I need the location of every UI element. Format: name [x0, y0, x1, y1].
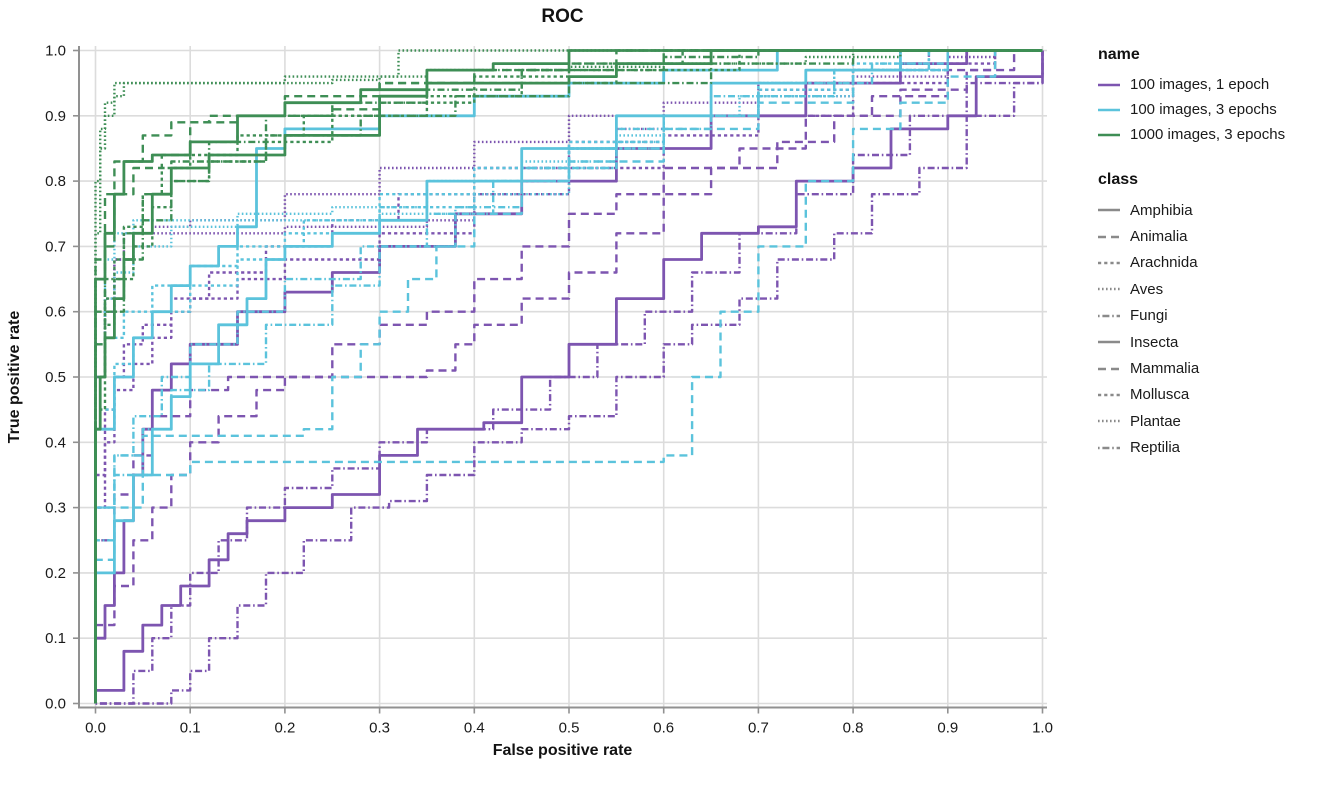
legend-item: Aves — [1098, 276, 1334, 302]
chart-title: ROC — [541, 6, 584, 27]
y-tick-label: 0.6 — [45, 304, 66, 321]
y-tick-label: 0.7 — [45, 238, 66, 255]
legend-class-section: class Amphibia Animalia Arachnida Aves Fungi… — [1098, 171, 1334, 461]
roc-curve — [94, 49, 1043, 704]
y-axis-title: True positive rate — [6, 310, 23, 444]
legend-swatch-line-icon — [1098, 107, 1120, 113]
legend-item: Amphibia — [1098, 197, 1334, 223]
roc-curve — [94, 49, 1043, 704]
legend-item: 100 images, 3 epochs — [1098, 97, 1334, 122]
legend-item: Plantae — [1098, 408, 1334, 434]
legend-item-label: Amphibia — [1130, 201, 1193, 219]
y-tick-label: 0.4 — [45, 434, 66, 451]
y-tick-label: 1.0 — [45, 43, 66, 60]
x-tick-label: 0.0 — [85, 720, 106, 737]
x-tick-label: 0.7 — [748, 720, 769, 737]
y-tick-label: 0.8 — [45, 173, 66, 190]
legend-swatch-line-icon — [1098, 366, 1120, 372]
legend-item: Reptilia — [1098, 435, 1334, 461]
roc-curve — [94, 49, 1043, 704]
legend-item-label: Plantae — [1130, 412, 1181, 430]
legend-class-items: Amphibia Animalia Arachnida Aves Fungi Insect… — [1098, 197, 1334, 461]
legend-swatch-line-icon — [1098, 445, 1120, 451]
legend-swatch-line-icon — [1098, 286, 1120, 292]
legend-swatch-line-icon — [1098, 260, 1120, 266]
legend-class-title: class — [1098, 171, 1139, 188]
y-tick-label: 0.0 — [45, 696, 66, 713]
y-tick-label: 0.1 — [45, 630, 66, 647]
roc-curves — [94, 49, 1044, 705]
y-tick-label: 0.9 — [45, 108, 66, 125]
legend-item-label: 100 images, 1 epoch — [1130, 76, 1270, 93]
legend-swatch-line-icon — [1098, 82, 1120, 88]
legend-swatch-line-icon — [1098, 339, 1120, 345]
legend-item-label: Aves — [1130, 280, 1164, 298]
legend-name-items: 100 images, 1 epoch 100 images, 3 epochs 1… — [1098, 72, 1334, 147]
legend-item: Mammalia — [1098, 355, 1334, 381]
legend-item: Animalia — [1098, 223, 1334, 249]
legend-swatch-line-icon — [1098, 313, 1120, 319]
x-axis-title: False positive rate — [492, 742, 633, 759]
y-tick-label: 0.5 — [45, 369, 66, 386]
y-tick-label: 0.2 — [45, 565, 66, 582]
roc-curve — [94, 49, 1043, 704]
x-tick-label: 0.4 — [464, 720, 485, 737]
x-tick-label: 0.5 — [559, 720, 580, 737]
legend-swatch-line-icon — [1098, 418, 1120, 424]
legend-item-label: 100 images, 3 epochs — [1130, 101, 1277, 118]
roc-curve — [94, 49, 1043, 704]
legend-name-title: name — [1098, 46, 1140, 63]
x-tick-label: 0.8 — [843, 720, 864, 737]
x-tick-label: 0.3 — [369, 720, 390, 737]
legend-swatch-line-icon — [1098, 207, 1120, 213]
legend-item-label: Mammalia — [1130, 360, 1200, 378]
legend-swatch-line-icon — [1098, 234, 1120, 240]
legend-item: Mollusca — [1098, 382, 1334, 408]
legend-item-label: Insecta — [1130, 333, 1179, 351]
roc-curve — [94, 49, 1043, 704]
legend-item-label: Reptilia — [1130, 439, 1181, 457]
roc-plot-area: 0.0 0.1 0.2 0.3 0.4 0.5 0.6 0.7 0.8 0.9 1.0 0.0 0.1 0… — [45, 43, 1053, 737]
legend: name 100 images, 1 epoch 100 images, 3 ep… — [1098, 46, 1334, 461]
legend-item: Fungi — [1098, 303, 1334, 329]
roc-curve — [94, 49, 1043, 704]
y-tick-label: 0.3 — [45, 500, 66, 517]
legend-item-label: Mollusca — [1130, 386, 1190, 404]
roc-curve — [95, 50, 1044, 705]
legend-item: 1000 images, 3 epochs — [1098, 122, 1334, 147]
x-tick-label: 1.0 — [1032, 720, 1053, 737]
legend-name-section: name 100 images, 1 epoch 100 images, 3 ep… — [1098, 46, 1334, 147]
legend-item-label: Animalia — [1130, 228, 1188, 246]
legend-swatch-line-icon — [1098, 132, 1120, 138]
roc-curve — [94, 49, 1043, 704]
x-tick-label: 0.6 — [653, 720, 674, 737]
x-tick-label: 0.9 — [937, 720, 958, 737]
x-tick-label: 0.1 — [180, 720, 201, 737]
roc-curve — [95, 50, 1044, 705]
legend-item: Insecta — [1098, 329, 1334, 355]
legend-item-label: Fungi — [1130, 307, 1168, 325]
legend-item: 100 images, 1 epoch — [1098, 72, 1334, 97]
axes: 0.0 0.1 0.2 0.3 0.4 0.5 0.6 0.7 0.8 0.9 1.0 0.0 0.1 0… — [45, 43, 1053, 737]
legend-swatch-line-icon — [1098, 392, 1120, 398]
legend-item-label: 1000 images, 3 epochs — [1130, 126, 1286, 143]
x-tick-label: 0.2 — [274, 720, 295, 737]
legend-item-label: Arachnida — [1130, 254, 1198, 272]
legend-item: Arachnida — [1098, 250, 1334, 276]
